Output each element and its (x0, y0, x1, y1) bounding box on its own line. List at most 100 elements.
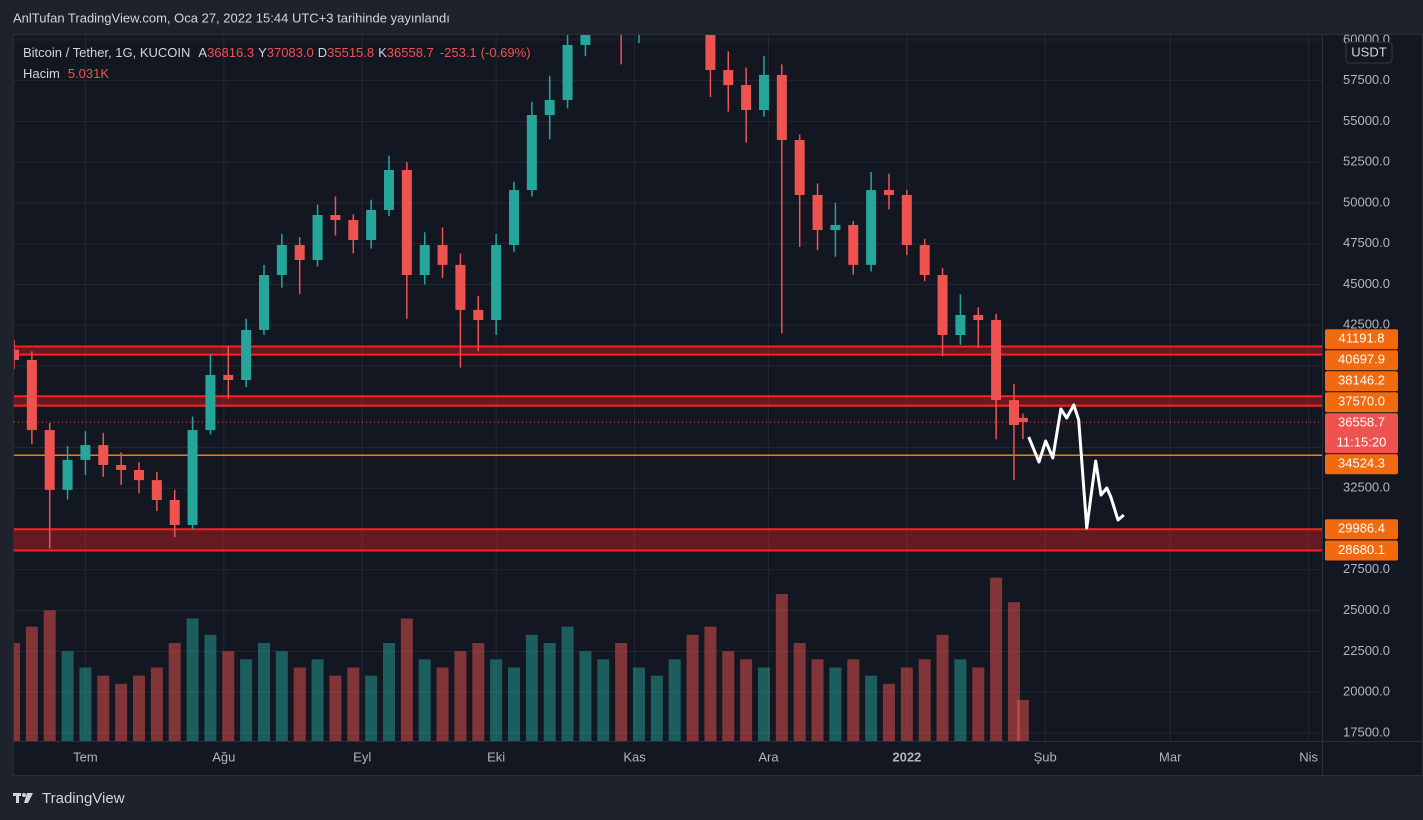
volume-bar (668, 659, 681, 741)
volume-value: 5.031K (68, 66, 110, 81)
volume-bar (793, 643, 806, 741)
y-tick-label: 45000.0 (1343, 276, 1390, 291)
candle-body (98, 445, 109, 465)
candle-body (776, 74, 787, 141)
publisher: AnlTufan TradingView.com, Oca 27, 2022 1… (13, 10, 450, 25)
candle-body (508, 190, 519, 246)
high-value: 37083.0 (267, 45, 314, 60)
x-tick-label: Kas (623, 749, 646, 764)
plot (14, 0, 1322, 741)
candle-body (348, 220, 359, 240)
candle-body (312, 215, 323, 261)
price-label: 34524.3 (1338, 456, 1385, 471)
candle-body (741, 85, 752, 111)
x-tick-label: Eki (487, 749, 505, 764)
change-percent: (-0.69%) (481, 45, 531, 60)
candle-body (14, 349, 19, 360)
volume-bar (882, 683, 895, 741)
x-tick-label: Nis (1299, 749, 1318, 764)
volume-bar (25, 626, 38, 741)
volume-bar (240, 659, 253, 741)
forecast-path (1027, 403, 1125, 530)
volume-bar (329, 675, 342, 741)
volume-bar (311, 659, 324, 741)
candle-body (437, 245, 448, 265)
candle-body (937, 275, 948, 336)
candle-body (544, 100, 555, 116)
volume-bar (400, 618, 413, 741)
volume-bar (757, 667, 770, 741)
candle-body (133, 470, 144, 481)
volume-bar (525, 634, 538, 741)
brand: TradingView (42, 790, 125, 807)
legend: Bitcoin / Tether, 1G, KUCOIN A36816.3 Y370… (23, 45, 531, 60)
candle-body (901, 194, 912, 246)
candle-body (330, 215, 341, 221)
x-tick-label: Eyl (353, 749, 371, 764)
volume-bar (436, 667, 449, 741)
volume-bar (275, 651, 288, 741)
volume-bar (365, 675, 378, 741)
volume-bar (150, 667, 163, 741)
price-label-box (1325, 519, 1398, 540)
y-tick-label: 55000.0 (1343, 113, 1390, 128)
candle-body (812, 194, 823, 231)
volume-bar (222, 651, 235, 741)
candle-body (80, 445, 91, 460)
candle-body (294, 245, 305, 261)
volume-bar (829, 667, 842, 741)
candle-body (419, 245, 430, 276)
volume-bar (918, 659, 931, 741)
zone (14, 346, 1322, 355)
volume-title: Hacim (23, 66, 60, 81)
y-tick-label: 32500.0 (1343, 480, 1390, 495)
currency: USDT (1351, 44, 1386, 59)
y-tick-label: 25000.0 (1343, 602, 1390, 617)
y-tick-label: 57500.0 (1343, 72, 1390, 87)
price-label: 38146.2 (1338, 373, 1385, 388)
candle-body (794, 140, 805, 195)
logo (13, 793, 33, 803)
candle-body (223, 374, 234, 381)
candle-body (187, 430, 198, 525)
x-tick-label: Mar (1159, 749, 1182, 764)
volume-bar (507, 667, 520, 741)
volume-bar (168, 643, 181, 741)
change-value: -253.1 (440, 45, 477, 60)
candle-body (366, 209, 377, 240)
volume-bar (936, 634, 949, 741)
volume-bar (97, 675, 110, 741)
volume-bar (972, 667, 985, 741)
volume-bar (347, 667, 360, 741)
volume-bar (900, 667, 913, 741)
axes: 17500.020000.022500.025000.027500.030000… (73, 31, 1398, 764)
ohlc-key: Y (258, 45, 267, 60)
x-tick-label: 2022 (892, 749, 921, 764)
volume-bar (490, 659, 503, 741)
candle-body (705, 35, 716, 71)
volume-legend: Hacim 5.031K (23, 66, 109, 81)
candle-body (652, 0, 662, 15)
price-label: 41191.8 (1338, 331, 1384, 346)
volume-bar (382, 643, 395, 741)
candle-body (473, 309, 484, 321)
candle-body (26, 359, 37, 431)
volume-bar (79, 667, 92, 741)
ohlc-key: D (318, 45, 327, 60)
candle-body (44, 430, 55, 490)
volume-bar (561, 626, 574, 741)
candle-body (919, 245, 930, 276)
volume-bar (686, 634, 699, 741)
volume-bar (132, 675, 145, 741)
volume-bar (865, 675, 878, 741)
volume-bar (61, 651, 74, 741)
candle-body (562, 44, 573, 101)
volume-bar (722, 651, 735, 741)
x-tick-label: Ağu (212, 749, 235, 764)
volume-bar (775, 594, 788, 741)
ohlc-key: A (198, 45, 207, 60)
volume-bar (1016, 699, 1029, 741)
y-tick-label: 27500.0 (1343, 561, 1390, 576)
volume-bar (293, 667, 306, 741)
